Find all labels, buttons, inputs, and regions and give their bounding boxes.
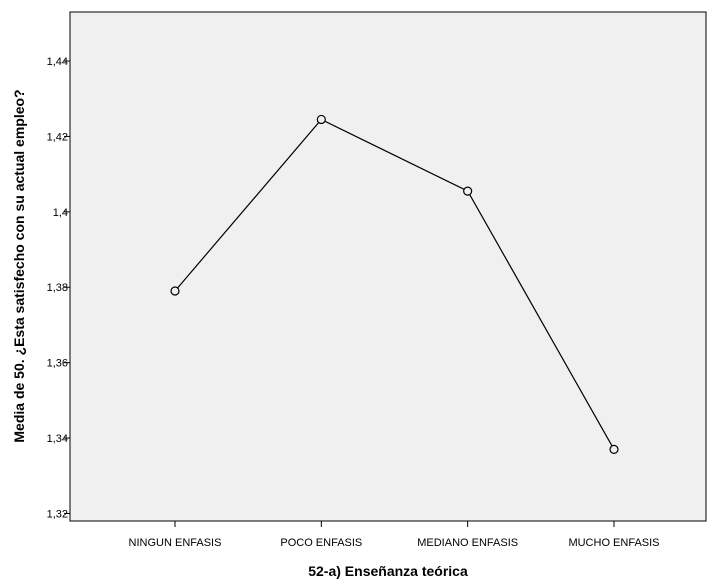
x-axis: NINGUN ENFASIS POCO ENFASIS MEDIANO ENFASI… bbox=[129, 521, 660, 549]
data-point bbox=[609, 444, 619, 454]
data-point bbox=[316, 114, 326, 125]
data-points bbox=[170, 114, 619, 454]
series-line bbox=[174, 118, 615, 450]
y-tick-label: 1,44 bbox=[47, 56, 68, 68]
y-tick-label: 1,4 bbox=[53, 207, 68, 219]
plot-area bbox=[69, 11, 707, 522]
x-tick-label: POCO ENFASIS bbox=[280, 537, 362, 549]
y-tick-label: 1,38 bbox=[47, 282, 68, 294]
data-point bbox=[170, 286, 180, 296]
x-tick-label: NINGUN ENFASIS bbox=[129, 537, 222, 549]
x-axis-title: 52-a) Enseñanza teórica bbox=[308, 563, 468, 579]
y-axis-title: Media de 50. ¿Esta satisfecho con su act… bbox=[11, 89, 27, 442]
data-point bbox=[463, 186, 473, 196]
y-axis: 1,32 1,34 1,36 1,38 1,4 1,42 1,44 bbox=[47, 56, 70, 520]
y-tick-label: 1,42 bbox=[47, 131, 68, 143]
y-tick-label: 1,32 bbox=[47, 508, 68, 520]
x-tick-label: MEDIANO ENFASIS bbox=[417, 537, 518, 549]
y-tick-label: 1,34 bbox=[47, 433, 68, 445]
y-tick-label: 1,36 bbox=[47, 358, 68, 370]
x-tick-label: MUCHO ENFASIS bbox=[568, 537, 659, 549]
